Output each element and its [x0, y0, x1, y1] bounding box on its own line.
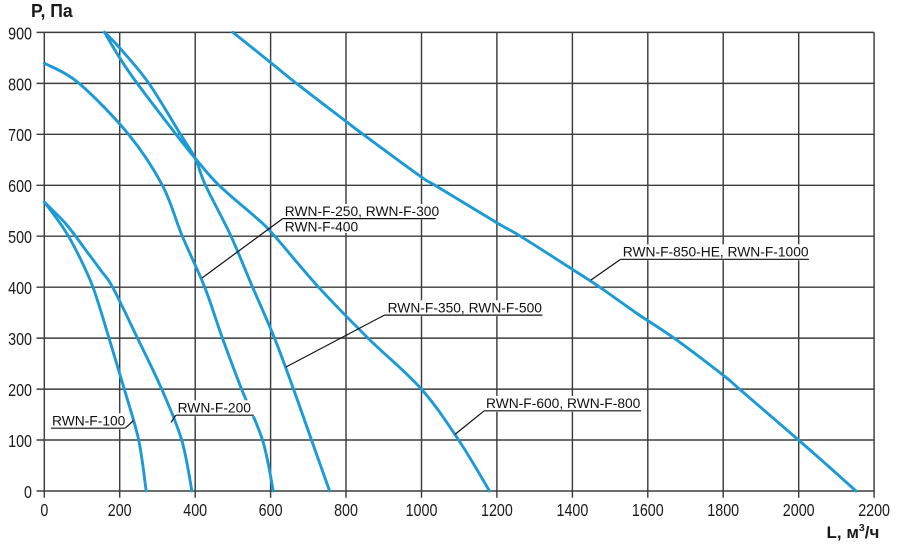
svg-text:600: 600	[8, 177, 32, 197]
svg-text:1600: 1600	[632, 501, 664, 521]
svg-text:RWN-F-200: RWN-F-200	[178, 400, 252, 415]
svg-text:2000: 2000	[783, 501, 815, 521]
svg-text:1000: 1000	[406, 501, 438, 521]
svg-text:200: 200	[8, 381, 32, 401]
svg-text:P, Па: P, Па	[31, 1, 74, 22]
svg-text:300: 300	[8, 330, 32, 350]
svg-text:400: 400	[183, 501, 207, 521]
svg-text:1400: 1400	[556, 501, 588, 521]
svg-text:L, м3/ч: L, м3/ч	[827, 522, 880, 542]
svg-text:100: 100	[8, 431, 32, 451]
svg-text:2200: 2200	[858, 501, 890, 521]
svg-text:RWN-F-350, RWN-F-500: RWN-F-350, RWN-F-500	[388, 300, 543, 315]
svg-text:600: 600	[259, 501, 283, 521]
svg-text:RWN-F-600, RWN-F-800: RWN-F-600, RWN-F-800	[486, 396, 641, 411]
svg-text:RWN-F-100: RWN-F-100	[52, 413, 126, 428]
svg-text:800: 800	[8, 75, 32, 95]
svg-text:500: 500	[8, 228, 32, 248]
svg-text:RWN-F-400: RWN-F-400	[285, 220, 359, 235]
svg-text:700: 700	[8, 126, 32, 146]
svg-text:800: 800	[334, 501, 358, 521]
svg-text:0: 0	[24, 482, 32, 502]
svg-text:RWN-F-250, RWN-F-300: RWN-F-250, RWN-F-300	[285, 204, 440, 219]
svg-text:900: 900	[8, 24, 32, 44]
svg-text:RWN-F-850-HE, RWN-F-1000: RWN-F-850-HE, RWN-F-1000	[623, 244, 809, 259]
svg-text:200: 200	[108, 501, 132, 521]
svg-text:1800: 1800	[707, 501, 739, 521]
svg-text:400: 400	[8, 279, 32, 299]
svg-text:0: 0	[40, 501, 48, 521]
svg-text:1200: 1200	[481, 501, 513, 521]
